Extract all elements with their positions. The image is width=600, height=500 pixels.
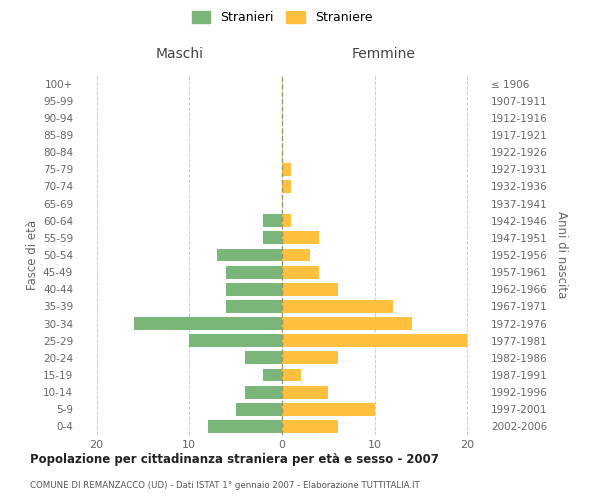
- Bar: [189, 334, 282, 347]
- Bar: [282, 163, 291, 175]
- Bar: [245, 352, 282, 364]
- Y-axis label: Fasce di età: Fasce di età: [26, 220, 39, 290]
- Bar: [263, 232, 282, 244]
- Bar: [134, 317, 282, 330]
- Bar: [282, 420, 338, 433]
- Bar: [282, 368, 301, 382]
- Bar: [226, 283, 282, 296]
- Bar: [282, 266, 319, 278]
- Bar: [282, 334, 467, 347]
- Bar: [282, 403, 375, 415]
- Bar: [236, 403, 282, 415]
- Bar: [282, 300, 393, 313]
- Text: Popolazione per cittadinanza straniera per età e sesso - 2007: Popolazione per cittadinanza straniera p…: [30, 452, 439, 466]
- Text: Femmine: Femmine: [352, 46, 416, 60]
- Bar: [263, 368, 282, 382]
- Bar: [282, 317, 412, 330]
- Legend: Stranieri, Straniere: Stranieri, Straniere: [191, 11, 373, 24]
- Bar: [282, 180, 291, 193]
- Bar: [245, 386, 282, 398]
- Text: Maschi: Maschi: [156, 46, 204, 60]
- Bar: [282, 283, 338, 296]
- Bar: [226, 300, 282, 313]
- Bar: [226, 266, 282, 278]
- Bar: [282, 352, 338, 364]
- Text: COMUNE DI REMANZACCO (UD) - Dati ISTAT 1° gennaio 2007 - Elaborazione TUTTITALIA: COMUNE DI REMANZACCO (UD) - Dati ISTAT 1…: [30, 480, 420, 490]
- Bar: [282, 248, 310, 262]
- Bar: [263, 214, 282, 227]
- Bar: [217, 248, 282, 262]
- Bar: [208, 420, 282, 433]
- Bar: [282, 232, 319, 244]
- Bar: [282, 214, 291, 227]
- Y-axis label: Anni di nascita: Anni di nascita: [554, 212, 568, 298]
- Bar: [282, 386, 328, 398]
